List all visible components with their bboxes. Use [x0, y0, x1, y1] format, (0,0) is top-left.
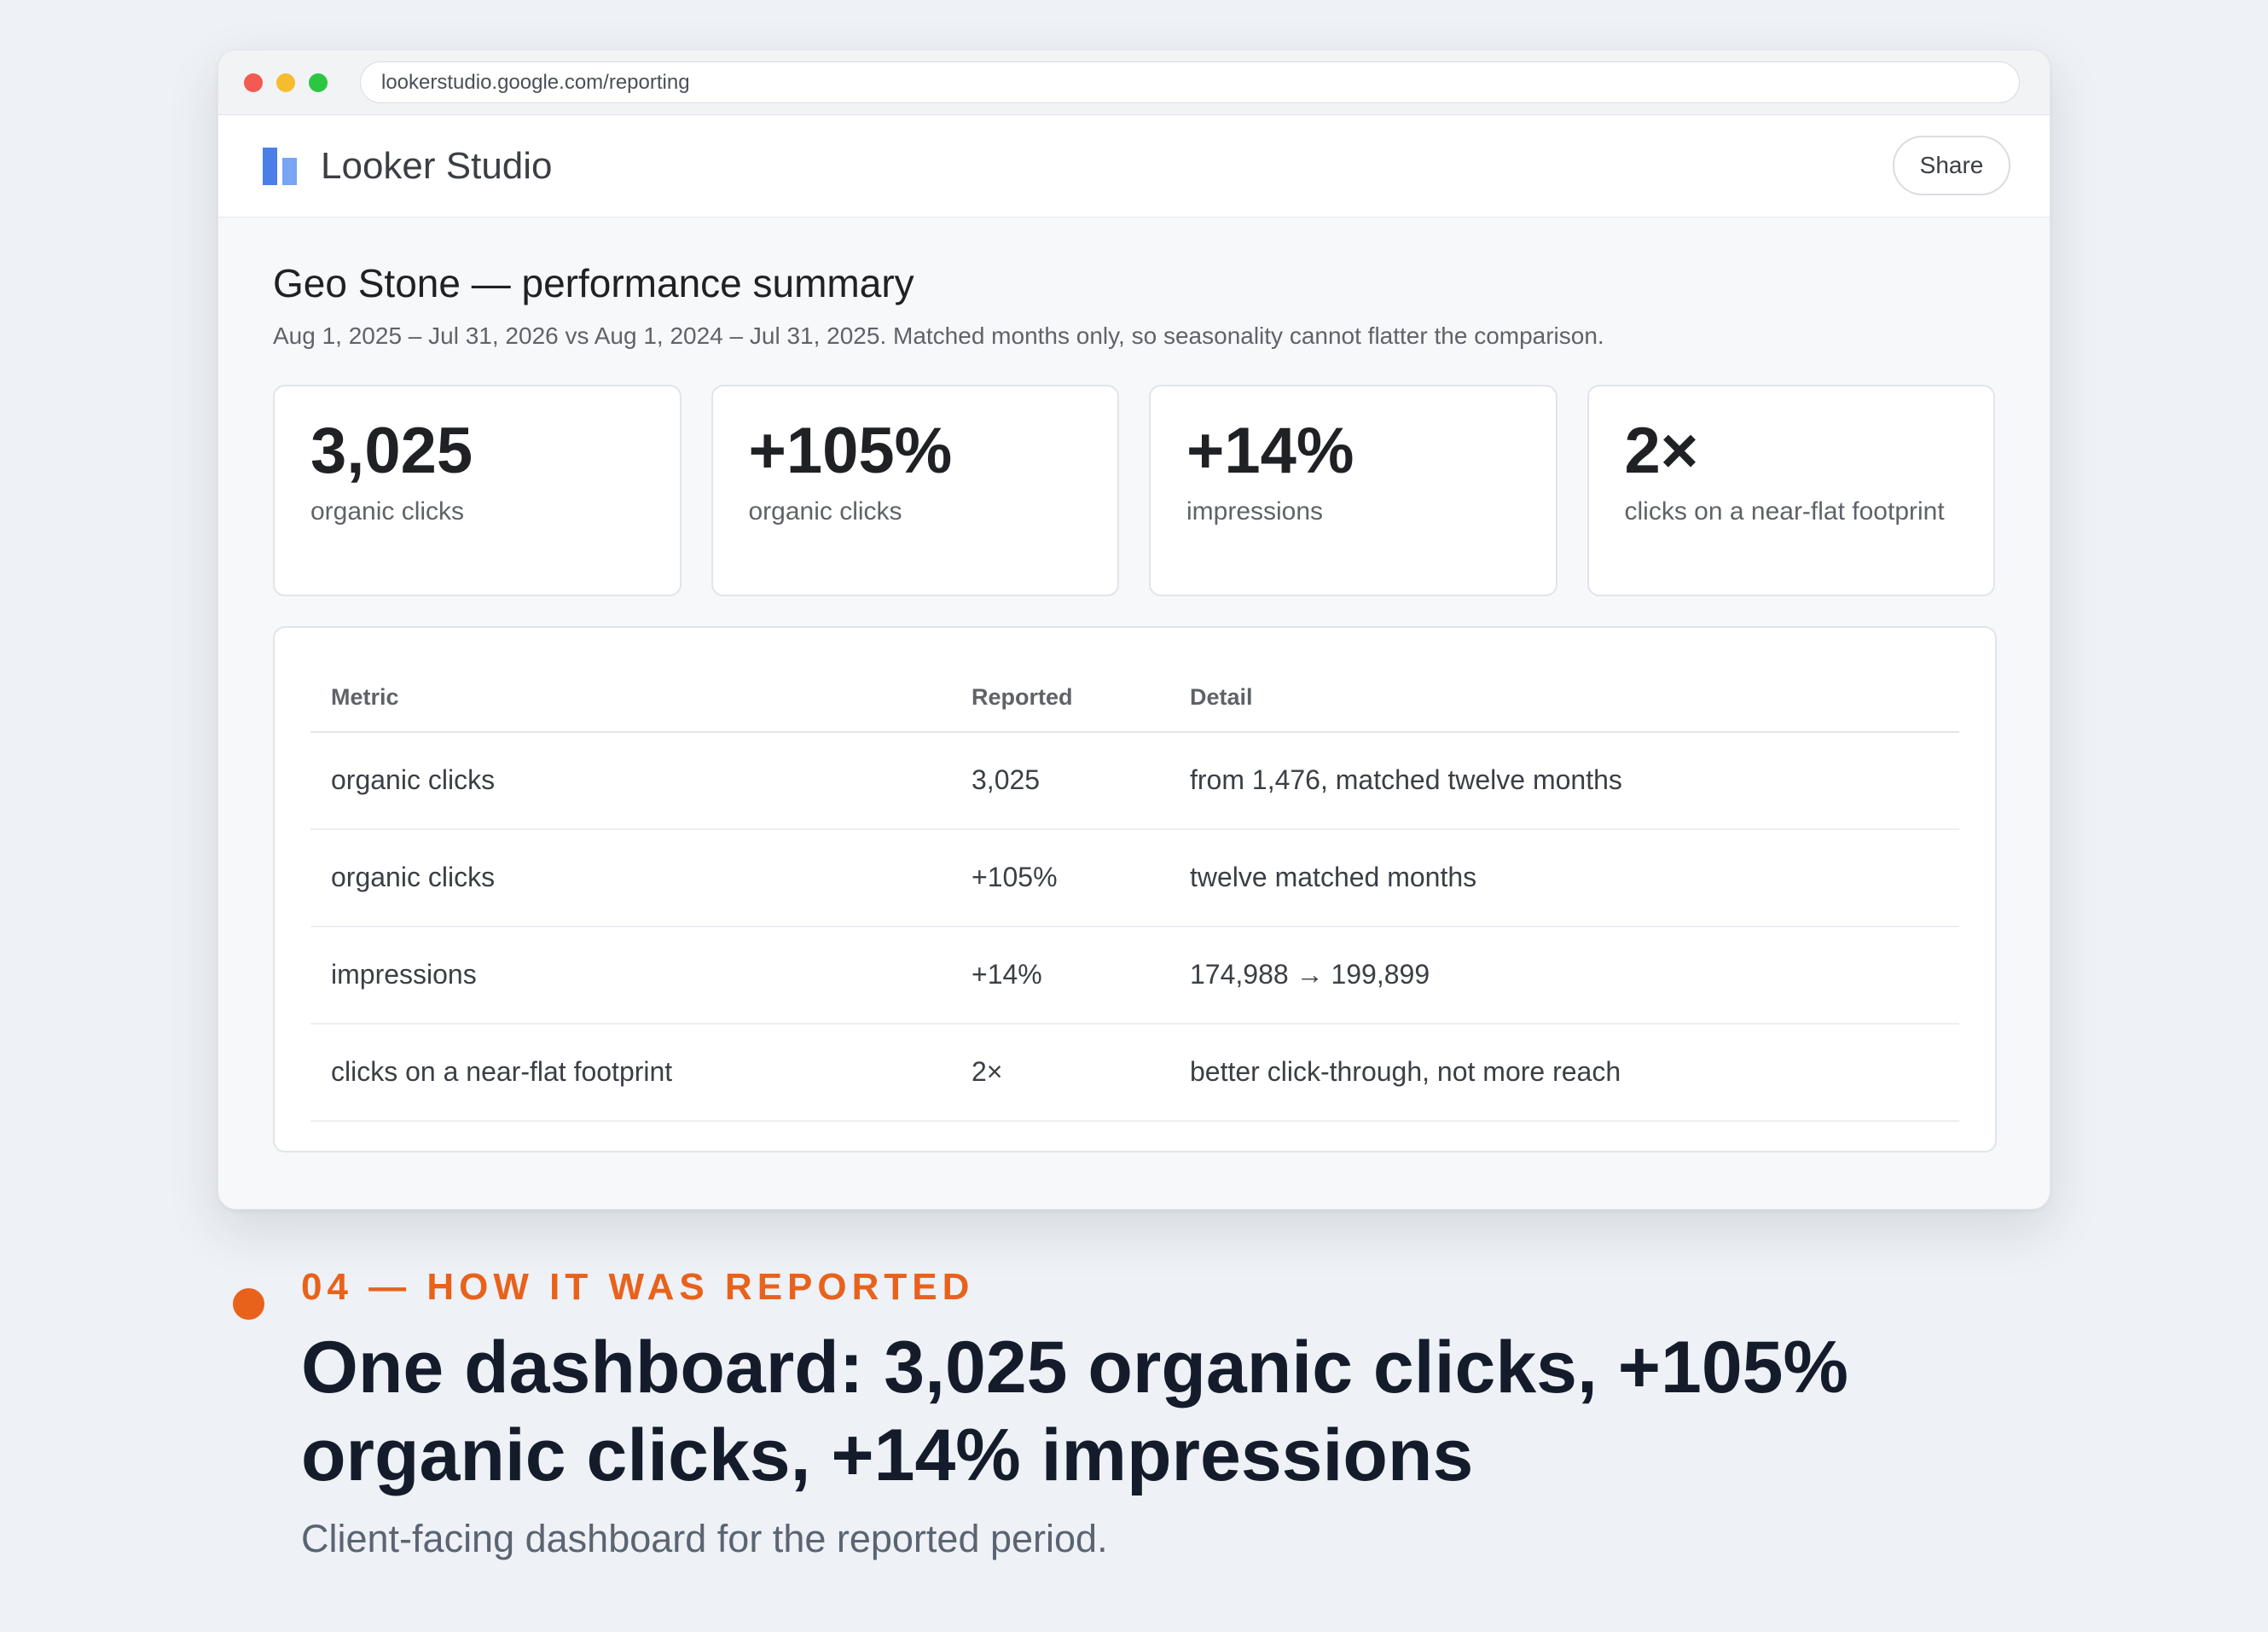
- headline-line: One dashboard: 3,025 organic clicks, +10…: [301, 1327, 1848, 1408]
- app-title: Looker Studio: [321, 144, 553, 187]
- column-header-detail[interactable]: Detail: [1169, 663, 1959, 733]
- column-header-metric[interactable]: Metric: [310, 663, 951, 733]
- app-header: Looker Studio Share: [218, 115, 2050, 218]
- close-window-button[interactable]: [244, 73, 263, 92]
- cell-reported: +14%: [951, 926, 1169, 1025]
- section-subtitle: Client-facing dashboard for the reported…: [301, 1517, 1108, 1560]
- section-eyebrow: 04 — HOW IT WAS REPORTED: [301, 1266, 975, 1308]
- minimize-window-button[interactable]: [276, 73, 295, 92]
- table-header-row: Metric Reported Detail: [310, 663, 1959, 733]
- cell-metric: organic clicks: [310, 731, 951, 830]
- address-bar[interactable]: lookerstudio.google.com/reporting: [360, 61, 2020, 103]
- kpi-card: +14% impressions: [1149, 384, 1557, 596]
- section-headline: One dashboard: 3,025 organic clicks, +10…: [301, 1324, 2135, 1500]
- report-title: Geo Stone — performance summary: [273, 261, 914, 305]
- kpi-card: 2× clicks on a near-flat footprint: [1586, 384, 1995, 596]
- kpi-label: organic clicks: [310, 497, 465, 526]
- share-button[interactable]: Share: [1893, 136, 2010, 195]
- headline-line: organic clicks, +14% impressions: [301, 1414, 1474, 1497]
- kpi-row: 3,025 organic clicks +105% organic click…: [273, 384, 1995, 596]
- cell-metric: clicks on a near-flat footprint: [310, 1023, 951, 1122]
- cell-metric: impressions: [310, 926, 951, 1025]
- cell-metric: organic clicks: [310, 828, 951, 927]
- kpi-label: clicks on a near-flat footprint: [1624, 497, 1945, 526]
- kpi-card: 3,025 organic clicks: [273, 384, 682, 596]
- table-row: organic clicks +105% twelve matched mont…: [310, 828, 1959, 927]
- kpi-value: 2×: [1624, 414, 1699, 487]
- kpi-card: +105% organic clicks: [711, 384, 1119, 596]
- looker-studio-logo-icon: [263, 147, 297, 185]
- metrics-table-card: Metric Reported Detail organic clicks 3,…: [273, 625, 1997, 1153]
- report-canvas: Geo Stone — performance summary Aug 1, 2…: [218, 218, 2050, 1153]
- browser-window: lookerstudio.google.com/reporting Looker…: [218, 49, 2050, 1210]
- cell-reported: 3,025: [951, 731, 1169, 830]
- column-header-reported[interactable]: Reported: [951, 663, 1169, 733]
- kpi-value: 3,025: [310, 414, 473, 487]
- table-row: organic clicks 3,025 from 1,476, matched…: [310, 731, 1959, 830]
- kpi-value: +14%: [1186, 414, 1354, 487]
- cell-detail: twelve matched months: [1169, 828, 1959, 927]
- cell-reported: 2×: [951, 1023, 1169, 1122]
- section-bullet-icon: [233, 1288, 264, 1320]
- cell-detail: 174,988 → 199,899: [1169, 926, 1959, 1025]
- kpi-label: organic clicks: [748, 497, 902, 526]
- address-url: lookerstudio.google.com/reporting: [381, 70, 690, 94]
- browser-chrome: lookerstudio.google.com/reporting: [218, 50, 2050, 115]
- kpi-value: +105%: [748, 414, 953, 487]
- metrics-table: Metric Reported Detail organic clicks 3,…: [310, 663, 1959, 1122]
- table-row: impressions +14% 174,988 → 199,899: [310, 926, 1959, 1025]
- maximize-window-button[interactable]: [309, 73, 328, 92]
- kpi-label: impressions: [1186, 497, 1324, 526]
- cell-reported: +105%: [951, 828, 1169, 927]
- cell-detail: better click-through, not more reach: [1169, 1023, 1959, 1122]
- report-subtitle: Aug 1, 2025 – Jul 31, 2026 vs Aug 1, 202…: [273, 322, 1604, 349]
- table-row: clicks on a near-flat footprint 2× bette…: [310, 1023, 1959, 1122]
- cell-detail: from 1,476, matched twelve months: [1169, 731, 1959, 830]
